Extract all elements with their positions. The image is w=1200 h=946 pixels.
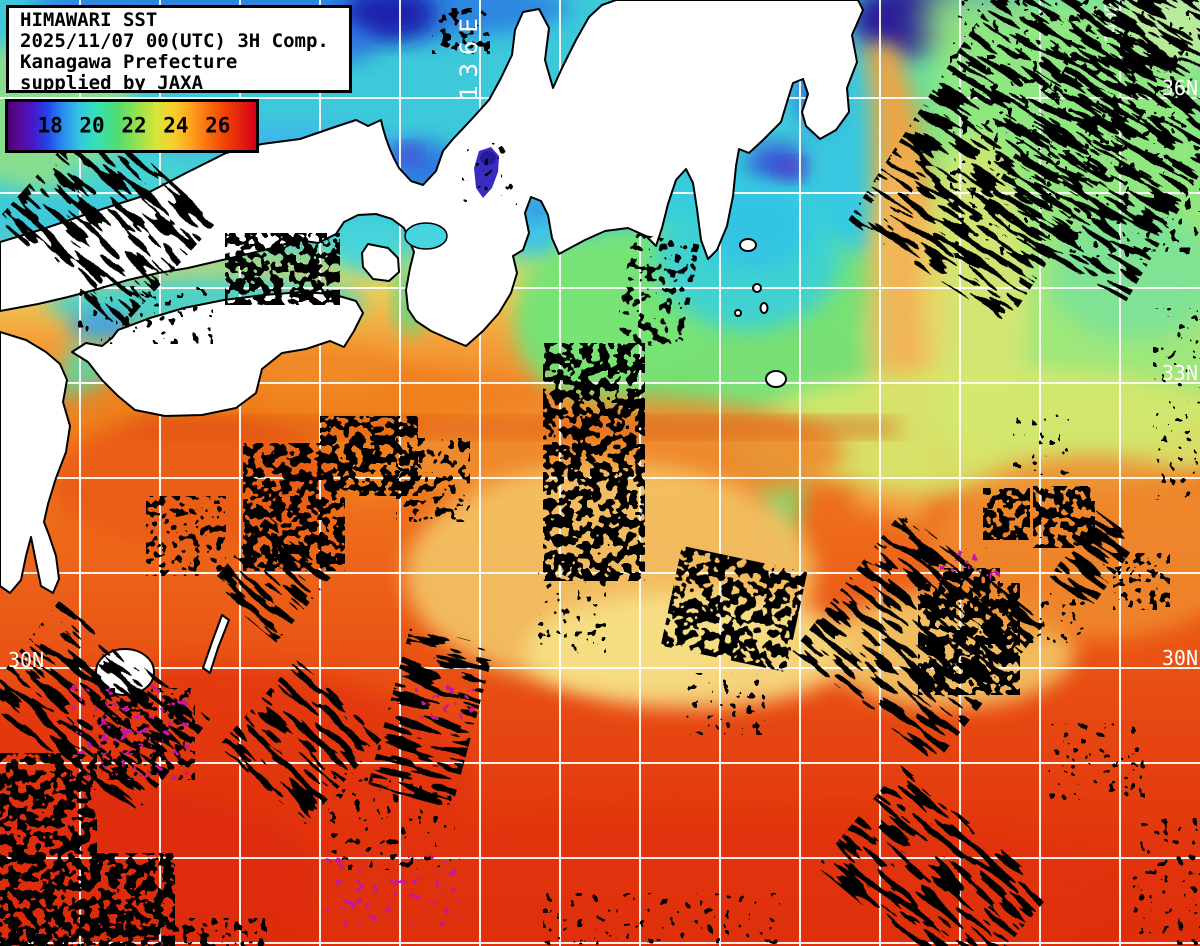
harima-nada-bay: [404, 222, 448, 250]
grid-label-36n: 36N: [1162, 76, 1198, 100]
over-range-speckles: [70, 545, 1000, 925]
colorbar-tick-24: 24: [163, 113, 189, 138]
land-kyushu: [0, 331, 71, 594]
colorbar: 18 20 22 24 26: [5, 99, 259, 153]
info-line-region: Kanagawa Prefecture: [20, 51, 238, 73]
grid-label-136e: 136E: [455, 10, 483, 100]
land-tanegashima-island: [202, 614, 230, 674]
colorbar-tick-26: 26: [205, 113, 231, 138]
grid-label-30n-left: 30N: [8, 648, 44, 672]
land-izu-islands: [734, 238, 787, 388]
grid-label-33n: 33N: [1162, 361, 1198, 385]
colorbar-tick-22: 22: [121, 113, 147, 138]
grid-labels: 136E 36N 33N 30N 30N: [8, 10, 1198, 672]
colorbar-tick-18: 18: [37, 113, 63, 138]
colorbar-tick-20: 20: [79, 113, 105, 138]
land-honshu: [0, 0, 864, 347]
info-box: HIMAWARI SST 2025/11/07 00(UTC) 3H Comp.…: [6, 5, 352, 94]
land-awaji-island: [361, 243, 400, 282]
colorbar-gradient: [8, 102, 256, 150]
colorbar-ticks: 18 20 22 24 26: [8, 102, 256, 150]
info-line-datetime: 2025/11/07 00(UTC) 3H Comp.: [20, 30, 329, 52]
info-line-source: supplied by JAXA: [20, 72, 204, 94]
grid-label-30n-right: 30N: [1162, 646, 1198, 670]
info-line-product: HIMAWARI SST: [20, 9, 158, 31]
